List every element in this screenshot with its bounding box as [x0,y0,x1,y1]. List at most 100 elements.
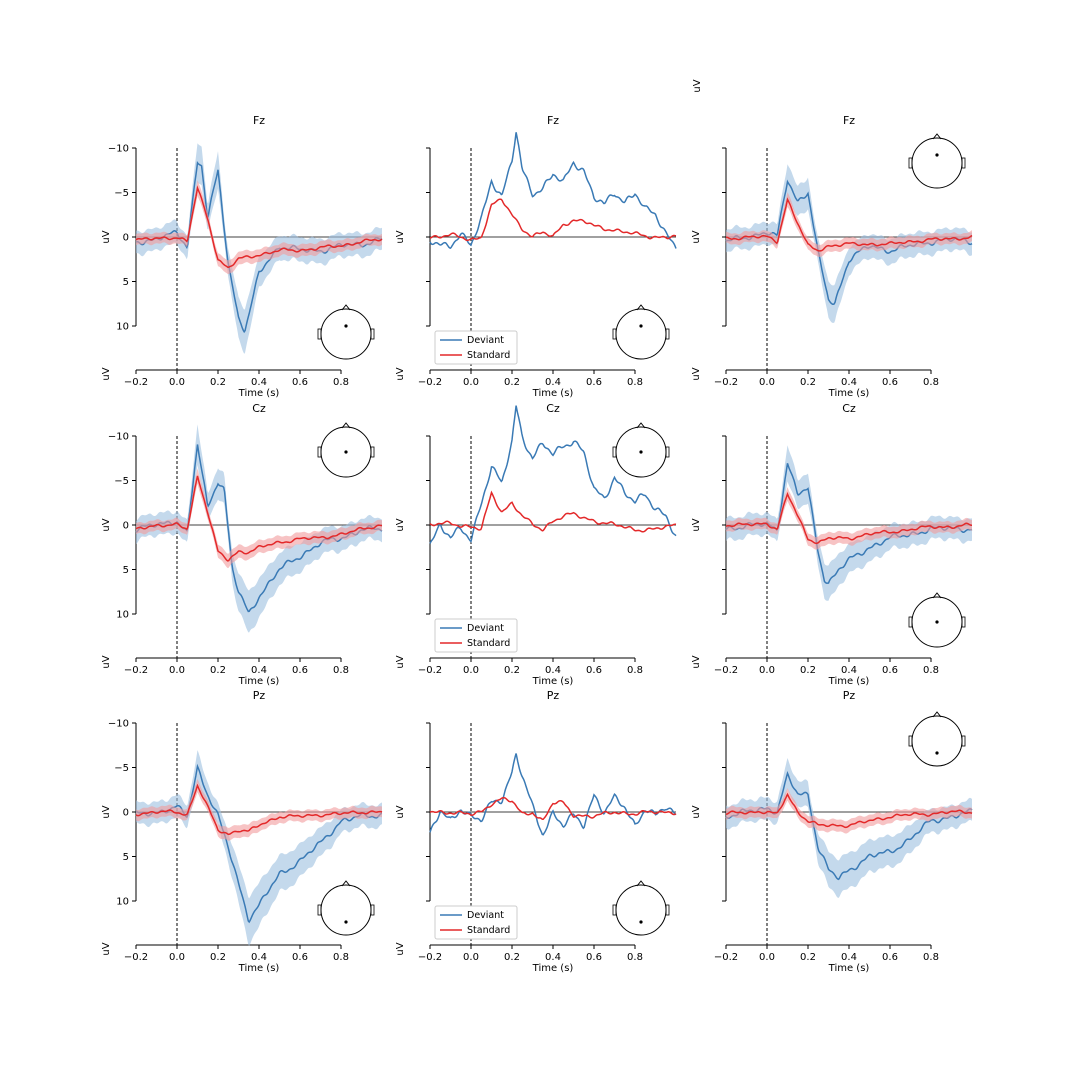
y-axis-label: uV [101,805,112,818]
subplot-fz-2: Fz −0.2 0.0 0.2 0.4 0.6 0.8 Time (s) uV uV Deviant… [395,114,677,399]
x-axis-label: Time (s) [828,388,870,399]
head-nose [341,422,351,429]
legend-label-deviant: Deviant [467,910,504,921]
x-tick-label: −0.2 [714,377,738,388]
series-line-deviant [429,405,677,544]
head-nose [932,133,942,140]
x-tick-label: 0.2 [504,952,520,963]
subplot-cz-2: Cz −0.2 0.0 0.2 0.4 0.6 0.8 Time (s) uV uV Deviant… [395,402,677,687]
sensor-dot [639,920,643,924]
x-tick-label: 0.2 [210,665,226,676]
sensor-head-inset [317,422,375,478]
x-tick-label: 0.6 [882,952,898,963]
head-outline [615,884,667,936]
head-nose [636,422,646,429]
legend: Deviant Standard [434,618,518,653]
x-tick-label: 0.8 [923,952,939,963]
x-tick-label: 0.0 [759,952,775,963]
subplot-title: Cz [252,402,266,415]
head-ear-left [317,446,322,458]
y-tick-label: 0 [123,233,129,244]
series-line-standard [726,197,973,252]
sensor-dot [344,324,348,328]
x-tick-label: 0.0 [759,377,775,388]
sensor-head-inset [317,880,375,936]
y-axis-label-lower: uV [395,655,406,668]
x-tick-label: 0.2 [800,952,816,963]
subplot-cz-3: Cz −0.2 0.0 0.2 0.4 0.6 0.8 Time (s) uV uV [691,402,973,687]
series-line-standard [429,198,677,242]
y-tick-label: −5 [114,188,129,199]
x-tick-label: −0.2 [714,952,738,963]
y-tick-label: 0 [123,521,129,532]
head-ear-right [370,904,375,916]
head-ear-right [665,446,670,458]
head-nose [932,711,942,718]
ci-band-standard [136,468,382,569]
head-ear-right [961,616,966,628]
ci-band-standard [136,180,382,275]
x-axis-label: Time (s) [238,388,280,399]
ci-band-standard [726,487,972,550]
x-tick-label: 0.0 [463,952,479,963]
sensor-head-inset [317,304,375,360]
head-ear-right [665,328,670,340]
series-line-deviant [429,753,677,836]
x-tick-label: 0.6 [882,377,898,388]
x-tick-label: 0.8 [923,377,939,388]
x-tick-label: 0.0 [169,377,185,388]
x-tick-label: 0.6 [292,665,308,676]
head-outline [911,137,963,189]
x-tick-label: 0.4 [545,377,561,388]
x-tick-label: 0.8 [333,377,349,388]
x-axis-label: Time (s) [828,676,870,687]
x-tick-label: 0.4 [251,952,267,963]
head-nose [341,304,351,311]
head-ear-left [908,157,913,169]
legend-label-deviant: Deviant [467,335,504,346]
x-tick-label: 0.2 [210,952,226,963]
y-axis-label-lower: uV [691,367,702,380]
head-ear-left [908,616,913,628]
x-tick-label: −0.2 [124,377,148,388]
head-outline [911,715,963,767]
x-tick-label: 0.4 [841,665,857,676]
head-outline [320,308,372,360]
sensor-dot [935,620,939,624]
head-ear-left [612,328,617,340]
sensor-head-inset [612,304,670,360]
x-tick-label: 0.4 [545,952,561,963]
x-tick-label: 0.0 [169,665,185,676]
head-ear-left [908,735,913,747]
head-ear-left [612,904,617,916]
x-axis-label: Time (s) [532,676,574,687]
subplot-title: Cz [842,402,856,415]
head-ear-left [317,328,322,340]
x-tick-label: −0.2 [124,665,148,676]
x-tick-label: −0.2 [418,665,442,676]
subplot-cz-1: Cz −0.2 0.0 0.2 0.4 0.6 0.8 Time (s) −10 −5 0 5 10 uV… [101,402,383,687]
x-tick-label: 0.2 [800,665,816,676]
y-axis-label-lower: uV [395,367,406,380]
x-tick-label: 0.8 [333,952,349,963]
x-tick-label: 0.6 [882,665,898,676]
ci-band-standard [726,788,972,834]
floating-units-label: uV [692,79,703,92]
head-ear-right [370,446,375,458]
head-ear-right [961,735,966,747]
y-tick-label: 0 [123,808,129,819]
x-tick-label: 0.8 [333,665,349,676]
legend: Deviant Standard [434,330,518,365]
series-line-standard [429,490,677,533]
series-line-standard [135,475,383,562]
x-tick-label: 0.4 [251,665,267,676]
legend-label-deviant: Deviant [467,623,504,634]
x-tick-label: 0.8 [627,665,643,676]
subplot-pz-3: Pz −0.2 0.0 0.2 0.4 0.6 0.8 Time (s) uV [691,689,973,974]
y-axis-label: uV [395,230,406,243]
head-nose [636,304,646,311]
x-tick-label: 0.8 [627,952,643,963]
y-axis-label-lower: uV [395,942,406,955]
x-tick-label: −0.2 [418,377,442,388]
subplot-title: Pz [253,689,266,702]
